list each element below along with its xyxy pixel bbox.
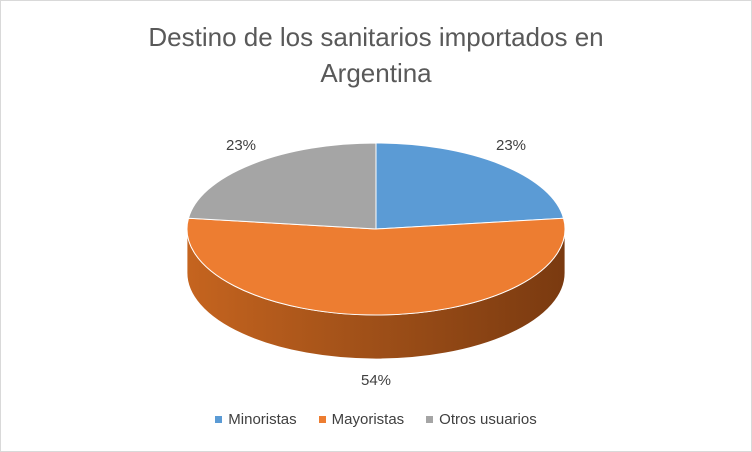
chart-title-line-2: Argentina <box>320 58 432 88</box>
data-label-mayoristas: 54% <box>361 372 391 389</box>
pie-top-layer <box>186 142 566 316</box>
pie-slice-minoristas <box>375 142 565 230</box>
data-label-minoristas: 23% <box>496 137 526 154</box>
legend-item-mayoristas: Mayoristas <box>318 411 405 428</box>
legend-swatch-mayoristas <box>318 416 326 423</box>
pie-slice-mayoristas <box>186 217 566 316</box>
data-label-otros-usuarios: 23% <box>226 137 256 154</box>
legend-swatch-minoristas <box>215 416 223 423</box>
legend-item-minoristas: Minoristas <box>215 411 297 428</box>
chart-title: Destino de los sanitarios importados en … <box>1 19 751 91</box>
chart-title-line-1: Destino de los sanitarios importados en <box>148 22 604 52</box>
legend-label-minoristas: Minoristas <box>228 411 297 428</box>
legend-swatch-otros-usuarios <box>426 416 434 423</box>
legend-label-mayoristas: Mayoristas <box>331 411 405 428</box>
pie-slice-otros-usuarios <box>187 142 377 230</box>
legend-item-otros-usuarios: Otros usuarios <box>426 411 537 428</box>
legend-label-otros-usuarios: Otros usuarios <box>439 411 537 428</box>
legend: Minoristas Mayoristas Otros usuarios <box>1 411 751 428</box>
